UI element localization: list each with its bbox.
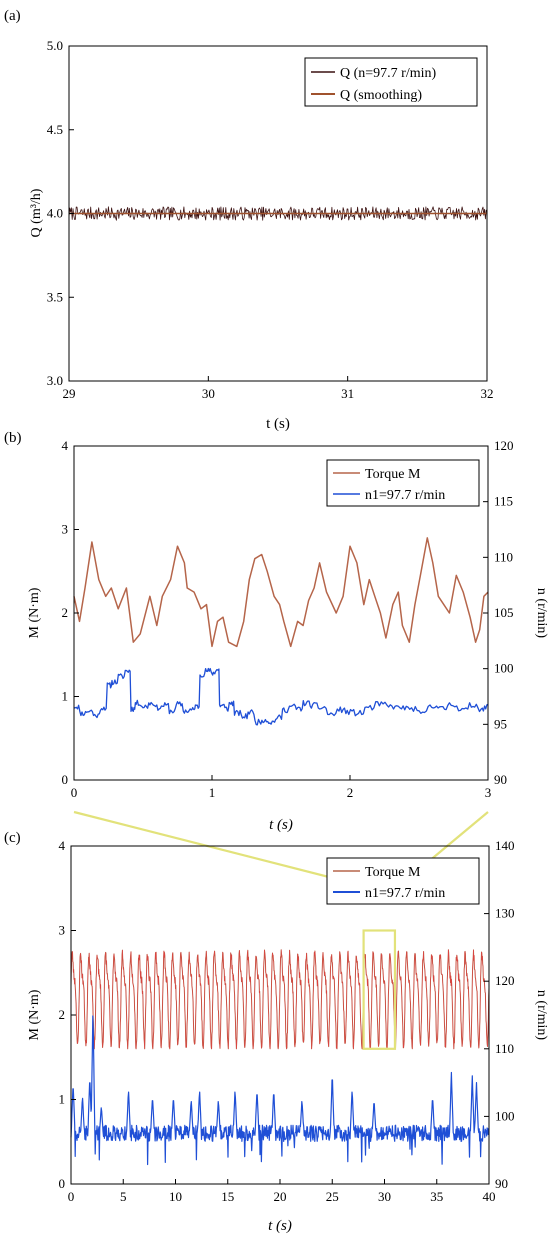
series-line-speed <box>70 1015 490 1166</box>
y-tick-label: 1 <box>62 689 69 704</box>
y-tick-label: 3.5 <box>47 289 63 304</box>
y-tick-label: 5.0 <box>47 38 63 53</box>
legend-entry: n1=97.7 r/min <box>365 488 445 503</box>
y2-tick-label: 115 <box>494 494 513 509</box>
y2-axis-label: n (r/min) <box>534 990 549 1040</box>
x-axis-label: t (s) <box>266 416 290 432</box>
series-lines <box>68 206 488 221</box>
legend-box <box>326 459 480 507</box>
y-axis-label: M (N·m) <box>27 587 42 638</box>
y-axis-label: Q (m³/h) <box>29 188 44 237</box>
x-tick-label: 1 <box>209 785 216 800</box>
y-tick-label: 1 <box>59 1092 66 1107</box>
panel-label-c: (c) <box>4 830 21 846</box>
legend-box <box>304 57 478 107</box>
legend-entry: Q (smoothing) <box>340 88 422 103</box>
y2-tick-label: 100 <box>495 1108 515 1123</box>
y-tick-label: 0 <box>59 1176 66 1191</box>
y2-tick-label: 110 <box>495 1041 514 1056</box>
y2-tick-label: 110 <box>494 549 513 564</box>
legend: Torque M n1=97.7 r/min <box>326 857 480 905</box>
axis-ticks: 0 1 2 3 0 1 2 3 4 90 95 100 105 110 115 120 <box>62 438 514 800</box>
y-tick-label: 3 <box>62 522 69 537</box>
series-line-torque-overlay <box>70 949 490 1050</box>
x-tick-label: 0 <box>68 1189 75 1204</box>
series-line-torque <box>73 537 489 648</box>
x-tick-label: 0 <box>71 785 78 800</box>
x-tick-label: 25 <box>326 1189 339 1204</box>
y-axis-label: M (N·m) <box>27 989 42 1040</box>
axis-ticks: 29 30 31 32 3.0 3.5 4.0 4.5 5.0 <box>47 38 494 401</box>
x-tick-label: 20 <box>274 1189 287 1204</box>
y2-tick-label: 120 <box>494 438 514 453</box>
x-tick-label: 29 <box>63 386 76 401</box>
series-line-raw <box>68 206 488 221</box>
y-tick-label: 0 <box>62 772 69 787</box>
x-tick-label: 15 <box>221 1189 234 1204</box>
y-tick-label: 4 <box>59 838 66 853</box>
series-line-speed <box>73 667 489 726</box>
y2-tick-label: 130 <box>495 906 515 921</box>
y-tick-label: 4.0 <box>47 206 63 221</box>
x-tick-label: 32 <box>481 386 494 401</box>
x-tick-label: 40 <box>483 1189 496 1204</box>
panel-a: (a) 29 30 31 32 3.0 3.5 4.0 4.5 5.0 t (s) Q (m³/… <box>4 8 494 432</box>
y-tick-label: 2 <box>62 605 69 620</box>
x-tick-label: 35 <box>430 1189 443 1204</box>
legend: Torque M n1=97.7 r/min <box>326 459 480 507</box>
y-tick-label: 4 <box>62 438 69 453</box>
panel-b: (b) 0 1 2 3 0 1 2 3 4 90 95 100 105 110 115 120 t (s) M… <box>4 430 549 833</box>
x-tick-label: 10 <box>169 1189 182 1204</box>
y2-axis-label: n (r/min) <box>534 588 549 638</box>
y2-tick-label: 140 <box>495 838 515 853</box>
y-tick-label: 3 <box>59 923 66 938</box>
x-tick-label: 31 <box>341 386 354 401</box>
zoom-connector-line-left <box>73 810 369 889</box>
x-tick-label: 3 <box>485 785 492 800</box>
legend-entry: Torque M <box>365 865 421 880</box>
zoom-window <box>362 929 397 1050</box>
legend-entry: Q (n=97.7 r/min) <box>340 66 436 81</box>
legend-entry: Torque M <box>365 467 421 482</box>
legend-entry: n1=97.7 r/min <box>365 886 445 901</box>
axis-ticks: 0 5 10 15 20 25 30 35 40 0 1 2 3 4 90 100 110 120 130 140 <box>59 838 515 1204</box>
series-lines <box>73 537 489 726</box>
y2-tick-label: 105 <box>494 605 514 620</box>
panel-c: (c) 0 5 10 15 20 25 30 35 40 0 1 2 3 4 90 100 110 120 130 1… <box>4 830 549 1234</box>
y2-tick-label: 95 <box>494 716 507 731</box>
y-tick-label: 3.0 <box>47 373 63 388</box>
y-tick-label: 4.5 <box>47 122 63 137</box>
legend: Q (n=97.7 r/min) Q (smoothing) <box>304 57 478 107</box>
panel-label-b: (b) <box>4 430 22 446</box>
x-axis-label: t (s) <box>268 1218 292 1234</box>
y2-tick-label: 100 <box>494 661 514 676</box>
x-axis-label: t (s) <box>269 817 293 833</box>
x-tick-label: 2 <box>347 785 354 800</box>
y2-tick-label: 120 <box>495 973 515 988</box>
legend-box <box>326 857 480 905</box>
series-line-torque <box>70 949 490 1050</box>
panel-label-a: (a) <box>4 8 21 24</box>
x-tick-label: 30 <box>202 386 215 401</box>
x-tick-label: 5 <box>120 1189 127 1204</box>
y-tick-label: 2 <box>59 1007 66 1022</box>
series-lines <box>70 949 490 1166</box>
y2-tick-label: 90 <box>494 772 507 787</box>
x-tick-label: 30 <box>378 1189 391 1204</box>
y2-tick-label: 90 <box>495 1176 508 1191</box>
